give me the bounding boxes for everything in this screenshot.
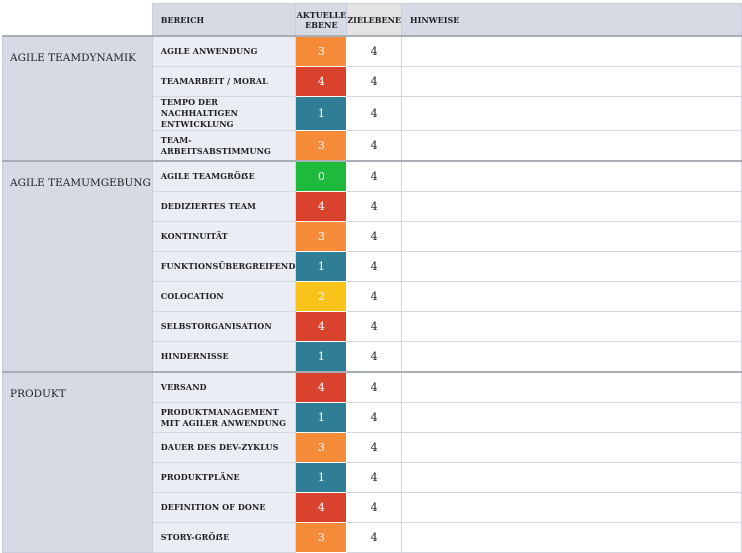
area-cell: COLOCATION: [151, 281, 297, 312]
category-cell: PRODUKT: [2, 371, 153, 553]
table-row: DEFINITION OF DONE 4 4: [3, 492, 742, 523]
table-row: HINDERNISSE 1 4: [3, 341, 742, 373]
current-level-cell[interactable]: 3: [295, 35, 348, 67]
area-cell: PRODUKTPLÄNE: [151, 462, 297, 493]
target-level-cell[interactable]: 4: [346, 402, 403, 433]
current-level-cell[interactable]: 1: [295, 341, 348, 373]
table-body: AGILE TEAMDYNAMIK AGILE ANWENDUNG 3 4 TEAMAR…: [2, 35, 742, 553]
current-level-cell[interactable]: 3: [295, 130, 348, 162]
current-level-cell[interactable]: 1: [295, 96, 348, 131]
notes-cell[interactable]: [401, 66, 742, 97]
current-level-cell[interactable]: 2: [295, 281, 348, 312]
current-level-cell[interactable]: 3: [295, 221, 348, 252]
header-bereich: BEREICH: [151, 3, 297, 37]
target-level-cell[interactable]: 4: [346, 462, 403, 493]
current-level-cell[interactable]: 4: [295, 371, 348, 403]
target-level-cell[interactable]: 4: [346, 130, 403, 162]
current-level-cell[interactable]: 1: [295, 462, 348, 493]
target-level-cell[interactable]: 4: [346, 35, 403, 67]
area-cell: VERSAND: [151, 371, 297, 403]
target-level-cell[interactable]: 4: [346, 371, 403, 403]
current-level-cell[interactable]: 4: [295, 492, 348, 523]
header-aktuelle-line1: AKTUELLE: [296, 9, 347, 20]
category-cell: AGILE TEAMDYNAMIK: [2, 35, 153, 162]
header-hinweise: HINWEISE: [401, 3, 742, 37]
table-row: DAUER DES DEV-ZYKLUS 3 4: [3, 432, 742, 463]
target-level-cell[interactable]: 4: [346, 66, 403, 97]
target-level-cell[interactable]: 4: [346, 281, 403, 312]
notes-cell[interactable]: [401, 492, 742, 523]
current-level-cell[interactable]: 1: [295, 402, 348, 433]
table-row: SELBSTORGANISATION 4 4: [3, 311, 742, 342]
notes-cell[interactable]: [401, 341, 742, 373]
target-level-cell[interactable]: 4: [346, 251, 403, 282]
notes-cell[interactable]: [401, 281, 742, 312]
table-row: FUNKTIONSÜBERGREIFEND 1 4: [3, 251, 742, 282]
area-cell: AGILE ANWENDUNG: [151, 35, 297, 67]
notes-cell[interactable]: [401, 462, 742, 493]
target-level-cell[interactable]: 4: [346, 160, 403, 192]
target-level-cell[interactable]: 4: [346, 341, 403, 373]
notes-cell[interactable]: [401, 221, 742, 252]
header-blank-cell: [2, 3, 153, 36]
notes-cell[interactable]: [401, 251, 742, 282]
current-level-cell[interactable]: 4: [295, 66, 348, 97]
target-level-cell[interactable]: 4: [346, 96, 403, 131]
assessment-table: BEREICH AKTUELLE EBENE ZIELEBENE HINWEISE…: [2, 3, 742, 553]
table-row: PRODUKTMANAGEMENT MIT AGILER ANWENDUNG 1 4: [3, 402, 742, 433]
area-cell: AGILE TEAMGRÖẞE: [151, 160, 297, 192]
table-row: KONTINUITÄT 3 4: [3, 221, 742, 252]
header-aktuelle-line2: EBENE: [305, 19, 338, 30]
notes-cell[interactable]: [401, 371, 742, 403]
current-level-cell[interactable]: 0: [295, 160, 348, 192]
area-cell: SELBSTORGANISATION: [151, 311, 297, 342]
area-cell: PRODUKTMANAGEMENT MIT AGILER ANWENDUNG: [151, 402, 297, 433]
table-row: PRODUKTPLÄNE 1 4: [3, 462, 742, 493]
header-aktuelle-ebene: AKTUELLE EBENE: [295, 3, 348, 37]
area-cell: DAUER DES DEV-ZYKLUS: [151, 432, 297, 463]
notes-cell[interactable]: [401, 191, 742, 222]
area-cell: STORY-GRÖẞE: [151, 522, 297, 553]
header-zielebene: ZIELEBENE: [346, 3, 403, 37]
target-level-cell[interactable]: 4: [346, 191, 403, 222]
notes-cell[interactable]: [401, 130, 742, 162]
area-cell: FUNKTIONSÜBERGREIFEND: [151, 251, 297, 282]
notes-cell[interactable]: [401, 96, 742, 131]
notes-cell[interactable]: [401, 402, 742, 433]
target-level-cell[interactable]: 4: [346, 492, 403, 523]
current-level-cell[interactable]: 3: [295, 522, 348, 553]
table-row: AGILE TEAMDYNAMIK AGILE ANWENDUNG 3 4: [2, 35, 742, 162]
area-cell: DEFINITION OF DONE: [151, 492, 297, 523]
current-level-cell[interactable]: 3: [295, 432, 348, 463]
current-level-cell[interactable]: 4: [295, 191, 348, 222]
table-row: TEAM-ARBEITSABSTIMMUNG 3 4: [3, 130, 742, 162]
notes-cell[interactable]: [401, 522, 742, 553]
target-level-cell[interactable]: 4: [346, 522, 403, 553]
area-cell: TEAM-ARBEITSABSTIMMUNG: [151, 130, 297, 162]
table-row: TEAMARBEIT / MORAL 4 4: [3, 66, 742, 97]
table-row: TEMPO DER NACHHALTIGEN ENTWICKLUNG 1 4: [3, 96, 742, 131]
table-row: DEDIZIERTES TEAM 4 4: [3, 191, 742, 222]
area-cell: TEAMARBEIT / MORAL: [151, 66, 297, 97]
area-cell: HINDERNISSE: [151, 341, 297, 373]
notes-cell[interactable]: [401, 160, 742, 192]
table-row: PRODUKT VERSAND 4 4: [2, 371, 742, 553]
current-level-cell[interactable]: 4: [295, 311, 348, 342]
table-row: AGILE TEAMUMGEBUNG AGILE TEAMGRÖẞE 0 4: [2, 160, 742, 373]
header-row: BEREICH AKTUELLE EBENE ZIELEBENE HINWEISE: [2, 3, 742, 37]
area-cell: KONTINUITÄT: [151, 221, 297, 252]
target-level-cell[interactable]: 4: [346, 311, 403, 342]
notes-cell[interactable]: [401, 311, 742, 342]
notes-cell[interactable]: [401, 432, 742, 463]
table-row: COLOCATION 2 4: [3, 281, 742, 312]
area-cell: DEDIZIERTES TEAM: [151, 191, 297, 222]
category-cell: AGILE TEAMUMGEBUNG: [2, 160, 153, 373]
notes-cell[interactable]: [401, 35, 742, 67]
current-level-cell[interactable]: 1: [295, 251, 348, 282]
area-cell: TEMPO DER NACHHALTIGEN ENTWICKLUNG: [151, 96, 297, 131]
target-level-cell[interactable]: 4: [346, 432, 403, 463]
target-level-cell[interactable]: 4: [346, 221, 403, 252]
